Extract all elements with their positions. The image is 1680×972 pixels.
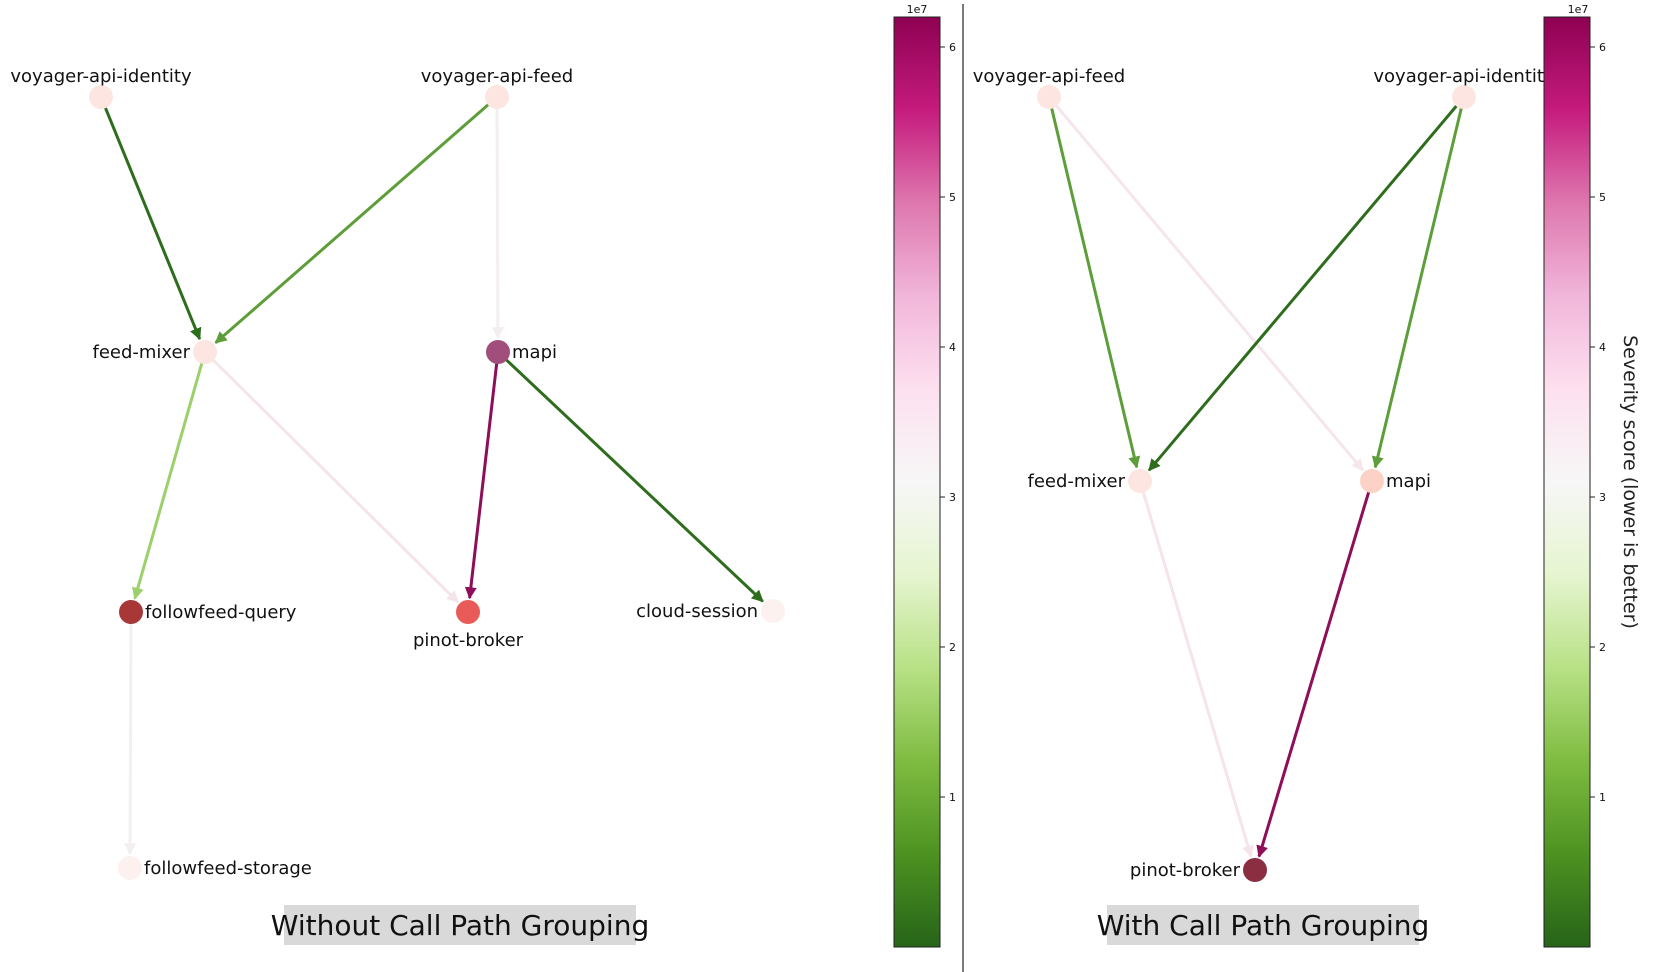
node-mapi [486, 340, 510, 364]
node-label-vai: voyager-api-identity [10, 66, 192, 87]
node-label-pb: pinot-broker [413, 630, 524, 651]
colorbar-tick-label: 2 [949, 641, 956, 654]
node-cs [761, 599, 785, 623]
nodes-left: voyager-api-identity voyager-api-feed feed… [10, 66, 785, 880]
colorbar-right-exponent: 1e7 [1568, 3, 1589, 16]
caption-left-text: Without Call Path Grouping [271, 909, 649, 942]
colorbar-tick-label: 5 [1599, 191, 1606, 204]
edge-fm-pb [1140, 487, 1254, 858]
panel-with-grouping: voyager-api-feed voyager-api-identity feed… [973, 66, 1555, 945]
colorbar-tick-label: 1 [1599, 791, 1606, 804]
colorbar-right-label: Severity score (lower is better) [1619, 335, 1641, 629]
node-ffq [119, 600, 143, 624]
colorbar-right: 1e7 1 2 3 4 5 6 Severity score (lower is bett… [1543, 3, 1641, 948]
edge-vaf-fm [1049, 103, 1141, 469]
node-label-cs: cloud-session [636, 601, 758, 622]
colorbar-tick-label: 1 [949, 791, 956, 804]
edge-mapi-cs [502, 355, 764, 603]
edge-fm-ffq [132, 358, 205, 600]
edges-left [102, 100, 764, 856]
colorbar-left-ticks: 1 2 3 4 5 6 [940, 41, 956, 804]
node-label-pb: pinot-broker [1130, 860, 1241, 881]
colorbar-right-ticks: 1 2 3 4 5 6 [1590, 41, 1606, 804]
colorbar-tick-label: 5 [949, 191, 956, 204]
edge-mapi-pb [1256, 487, 1372, 858]
edge-vaf-mapi [1052, 101, 1365, 472]
node-mapi [1360, 469, 1384, 493]
node-label-ffs: followfeed-storage [144, 858, 312, 879]
caption-right-text: With Call Path Grouping [1097, 909, 1430, 942]
edge-mapi-pb [464, 358, 499, 600]
node-vai [89, 85, 113, 109]
node-label-vaf: voyager-api-feed [973, 66, 1125, 87]
nodes-right: voyager-api-feed voyager-api-identity feed… [973, 66, 1555, 882]
colorbar-tick-label: 3 [1599, 491, 1606, 504]
edge-fm-pb [209, 355, 460, 604]
node-vaf [1037, 85, 1061, 109]
node-pb [1243, 858, 1267, 882]
edge-vai-fm [102, 103, 202, 341]
node-vaf [485, 85, 509, 109]
colorbar-tick-label: 4 [1599, 341, 1606, 354]
node-fm [1128, 469, 1152, 493]
node-label-vaf: voyager-api-feed [421, 66, 573, 87]
node-label-mapi: mapi [512, 342, 557, 363]
colorbar-left: 1e7 1 2 3 4 5 6 [893, 3, 956, 948]
colorbar-right-gradient [1543, 16, 1591, 948]
colorbar-left-exponent: 1e7 [907, 3, 928, 16]
colorbar-tick-label: 6 [1599, 41, 1606, 54]
colorbar-tick-label: 4 [949, 341, 956, 354]
node-vai [1452, 85, 1476, 109]
node-pb [456, 600, 480, 624]
edges-right [1049, 101, 1464, 858]
node-label-ffq: followfeed-query [145, 602, 297, 623]
colorbar-left-gradient [893, 16, 941, 948]
caption-right: With Call Path Grouping [1097, 905, 1430, 945]
edge-vaf-mapi [491, 104, 504, 340]
node-label-fm: feed-mixer [92, 342, 190, 363]
edge-vai-fm [1147, 101, 1461, 472]
colorbar-tick-label: 3 [949, 491, 956, 504]
node-label-vai: voyager-api-identity [1373, 66, 1555, 87]
node-ffs [118, 856, 142, 880]
node-fm [193, 340, 217, 364]
edge-ffq-ffs [124, 619, 137, 856]
colorbar-tick-label: 2 [1599, 641, 1606, 654]
edge-vaf-fm [214, 100, 493, 344]
node-label-mapi: mapi [1386, 471, 1431, 492]
edge-vai-mapi [1371, 103, 1464, 469]
caption-left: Without Call Path Grouping [271, 905, 649, 945]
colorbar-tick-label: 6 [949, 41, 956, 54]
node-label-fm: feed-mixer [1027, 471, 1125, 492]
panel-without-grouping: voyager-api-identity voyager-api-feed feed… [10, 66, 785, 945]
